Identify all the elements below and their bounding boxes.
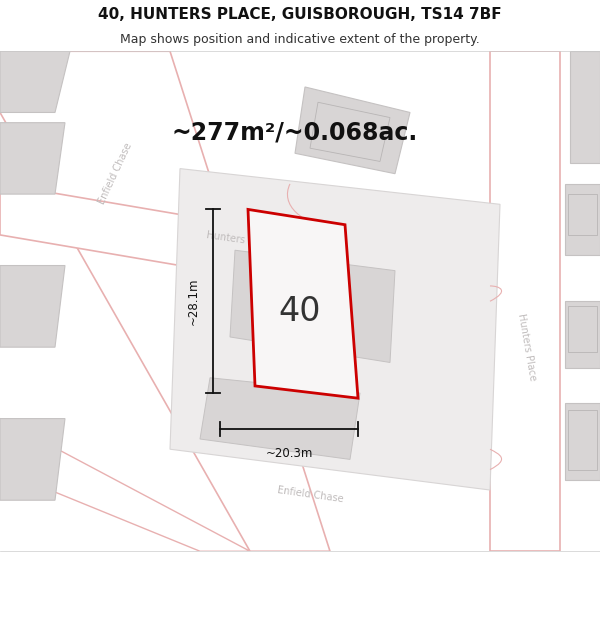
Polygon shape <box>570 51 600 164</box>
Text: Hunters Place: Hunters Place <box>516 312 538 382</box>
Text: Map shows position and indicative extent of the property.: Map shows position and indicative extent… <box>120 34 480 46</box>
Polygon shape <box>0 266 65 347</box>
Text: ~20.3m: ~20.3m <box>265 447 313 460</box>
Polygon shape <box>565 184 600 256</box>
Polygon shape <box>568 411 597 469</box>
Polygon shape <box>0 51 70 112</box>
Text: ~277m²/~0.068ac.: ~277m²/~0.068ac. <box>172 121 418 145</box>
Polygon shape <box>0 419 250 551</box>
Polygon shape <box>568 194 597 235</box>
Polygon shape <box>0 184 480 316</box>
Polygon shape <box>230 250 395 362</box>
Polygon shape <box>295 87 410 174</box>
Polygon shape <box>170 169 500 490</box>
Polygon shape <box>310 102 390 161</box>
Text: 40, HUNTERS PLACE, GUISBOROUGH, TS14 7BF: 40, HUNTERS PLACE, GUISBOROUGH, TS14 7BF <box>98 7 502 22</box>
Polygon shape <box>565 301 600 368</box>
Text: ~28.1m: ~28.1m <box>187 278 200 325</box>
Text: Enfield Chase: Enfield Chase <box>277 486 344 505</box>
Polygon shape <box>490 51 560 551</box>
Polygon shape <box>565 403 600 480</box>
Polygon shape <box>568 306 597 352</box>
Text: Hunters Place: Hunters Place <box>206 231 274 250</box>
Text: 40: 40 <box>279 295 321 328</box>
Polygon shape <box>0 51 330 551</box>
Text: Enfield Chase: Enfield Chase <box>97 141 134 206</box>
Polygon shape <box>248 209 358 398</box>
Polygon shape <box>0 419 65 500</box>
Polygon shape <box>200 378 360 459</box>
Polygon shape <box>0 122 65 194</box>
